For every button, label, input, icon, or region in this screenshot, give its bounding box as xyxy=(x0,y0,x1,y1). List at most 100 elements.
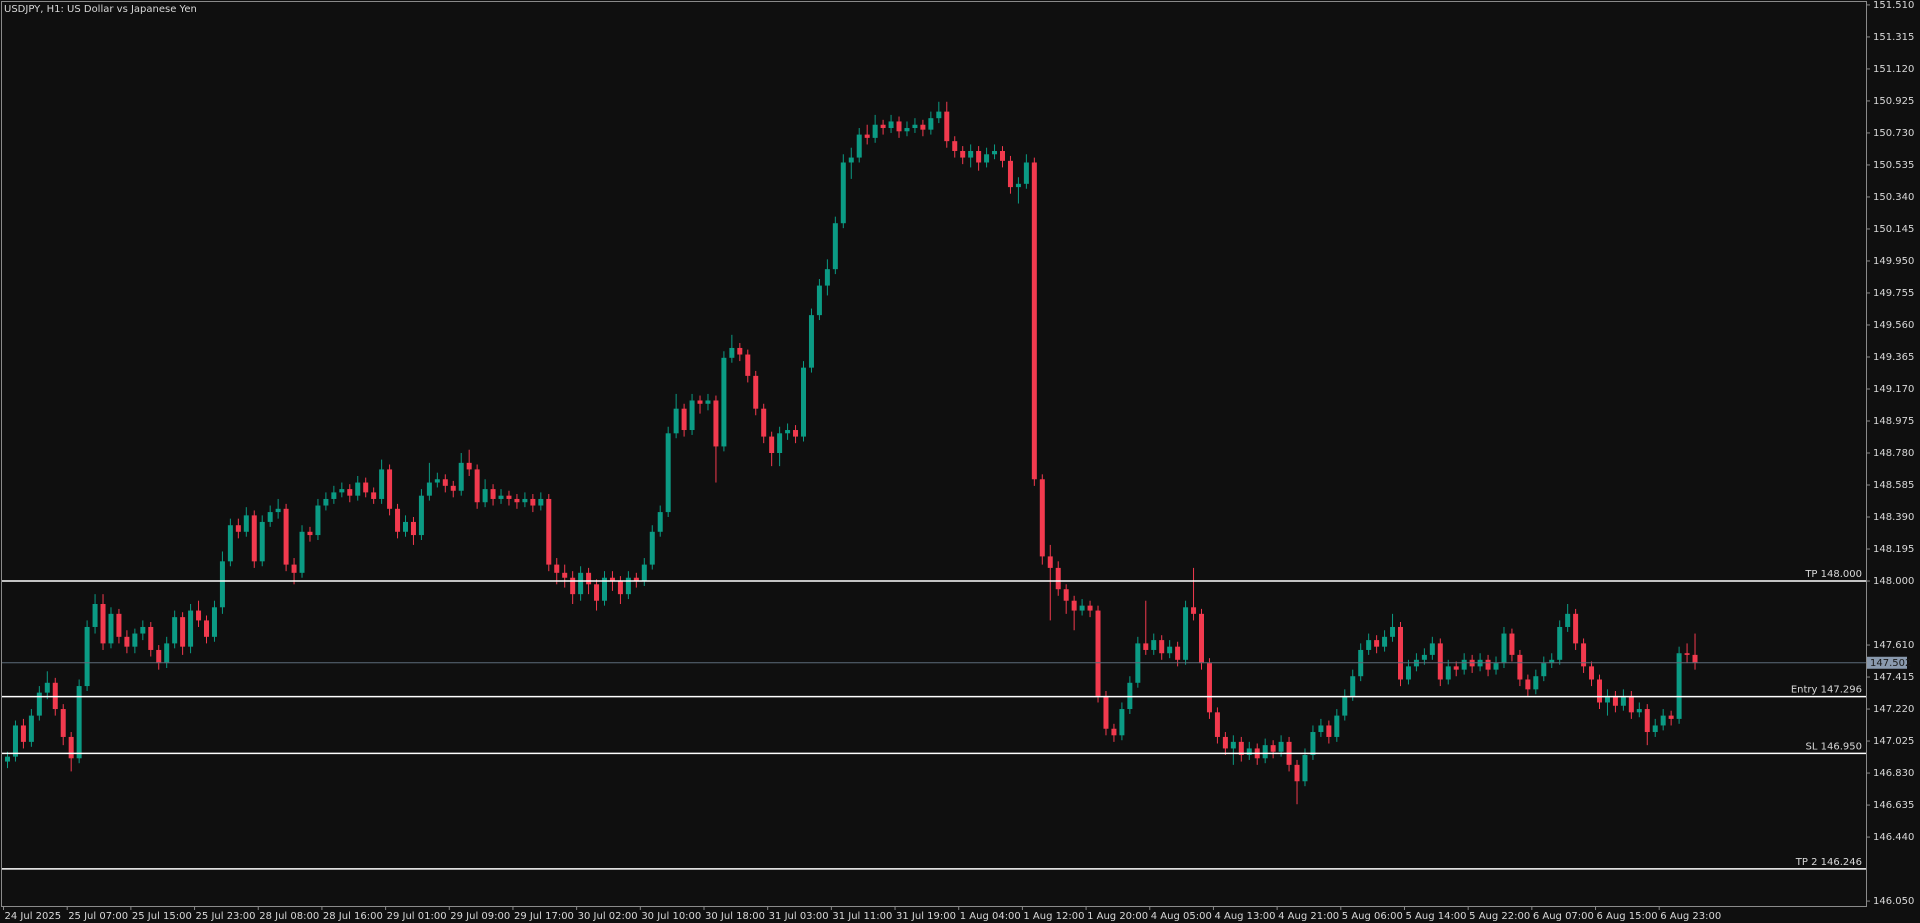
candle-body xyxy=(482,489,488,503)
x-tick-label: 25 Jul 23:00 xyxy=(196,911,256,922)
y-tick-label: 150.925 xyxy=(1873,96,1914,107)
candle-body xyxy=(1525,679,1531,690)
x-tick-label: 31 Jul 03:00 xyxy=(769,911,829,922)
plot-frame xyxy=(1,1,1867,907)
candle-body xyxy=(570,577,576,595)
candle-body xyxy=(984,154,990,163)
candle-body xyxy=(1437,643,1443,680)
candle-body xyxy=(124,636,130,647)
candle-body xyxy=(1501,633,1507,664)
current-price-label: 147.502 xyxy=(1870,658,1911,669)
candle-body xyxy=(960,151,966,158)
candle-body xyxy=(1079,605,1085,611)
candle-body xyxy=(641,564,647,582)
candle-body xyxy=(60,709,66,737)
candle-body xyxy=(1366,640,1372,650)
candle-body xyxy=(936,111,942,119)
candle-body xyxy=(1278,741,1284,752)
candle-body xyxy=(1668,715,1674,719)
candle-body xyxy=(315,505,321,536)
candle-body xyxy=(1589,666,1595,680)
candle-body xyxy=(1159,640,1165,654)
candle-body xyxy=(673,408,679,434)
candle-body xyxy=(267,512,273,522)
x-tick-label: 4 Aug 05:00 xyxy=(1151,911,1212,922)
candle-body xyxy=(1183,607,1189,660)
candle-body xyxy=(76,686,82,759)
level-label: TP 2 146.246 xyxy=(1795,857,1862,868)
y-tick-label: 151.120 xyxy=(1873,64,1914,75)
candle-body xyxy=(140,626,146,634)
candle-body xyxy=(307,531,313,536)
x-tick-label: 30 Jul 18:00 xyxy=(705,911,765,922)
candle-body xyxy=(602,577,607,601)
y-tick-label: 150.145 xyxy=(1873,224,1914,235)
candle-body xyxy=(753,375,759,409)
candle-body xyxy=(1533,676,1539,690)
y-tick-label: 148.195 xyxy=(1873,544,1914,555)
candle-body xyxy=(1111,728,1117,736)
candle-body xyxy=(1191,607,1197,614)
candle-body xyxy=(1573,613,1579,644)
candle-body xyxy=(466,462,472,470)
y-tick-label: 149.170 xyxy=(1873,384,1914,395)
y-tick-label: 148.780 xyxy=(1873,448,1914,459)
candle-body xyxy=(148,626,154,650)
candle-body xyxy=(227,525,233,562)
candle-body xyxy=(331,492,337,499)
candle-body xyxy=(235,525,241,532)
candle-body xyxy=(514,498,520,503)
y-tick-label: 147.610 xyxy=(1873,640,1914,651)
candle-body xyxy=(705,400,711,404)
candle-body xyxy=(729,347,735,358)
x-tick-label: 31 Jul 19:00 xyxy=(896,911,956,922)
candle-body xyxy=(1517,654,1523,680)
candle-body xyxy=(697,400,703,404)
candle-body xyxy=(196,610,202,621)
candle-body xyxy=(1031,162,1037,480)
x-tick-label: 24 Jul 2025 xyxy=(5,911,62,922)
candle-body xyxy=(219,561,225,608)
candle-body xyxy=(259,521,265,562)
candle-body xyxy=(434,479,440,483)
candle-body xyxy=(617,581,623,595)
y-tick-label: 146.050 xyxy=(1873,896,1914,907)
candle-body xyxy=(856,134,862,158)
y-tick-label: 146.440 xyxy=(1873,832,1914,843)
y-tick-label: 147.025 xyxy=(1873,736,1914,747)
candle-body xyxy=(546,498,552,565)
x-tick-label: 30 Jul 10:00 xyxy=(641,911,701,922)
y-tick-label: 150.340 xyxy=(1873,192,1914,203)
candle-body xyxy=(1405,666,1411,680)
candle-body xyxy=(275,508,281,513)
candle-body xyxy=(1604,695,1610,703)
y-tick-label: 146.635 xyxy=(1873,800,1914,811)
candle-body xyxy=(952,141,958,151)
candle-body xyxy=(363,482,369,493)
x-tick-label: 29 Jul 17:00 xyxy=(514,911,574,922)
y-tick-label: 150.730 xyxy=(1873,128,1914,139)
candle-body xyxy=(188,610,194,647)
candle-body xyxy=(880,124,886,129)
y-tick-label: 146.830 xyxy=(1873,768,1914,779)
candle-body xyxy=(339,489,345,493)
x-tick-label: 6 Aug 07:00 xyxy=(1533,911,1594,922)
candle-body xyxy=(1652,725,1658,733)
candle-body xyxy=(832,223,838,270)
candle-body xyxy=(578,572,584,595)
candle-body xyxy=(211,607,217,637)
candle-body xyxy=(1047,556,1053,568)
candle-body xyxy=(777,433,783,453)
candle-body xyxy=(1549,659,1555,664)
x-tick-label: 1 Aug 12:00 xyxy=(1023,911,1084,922)
candle-body xyxy=(387,469,393,509)
candle-body xyxy=(1581,643,1587,667)
candle-body xyxy=(1103,695,1109,729)
y-tick-label: 148.000 xyxy=(1873,576,1914,587)
x-tick-label: 28 Jul 08:00 xyxy=(259,911,319,922)
candle-body xyxy=(649,531,655,565)
candle-body xyxy=(1023,162,1029,184)
candle-body xyxy=(864,134,870,138)
